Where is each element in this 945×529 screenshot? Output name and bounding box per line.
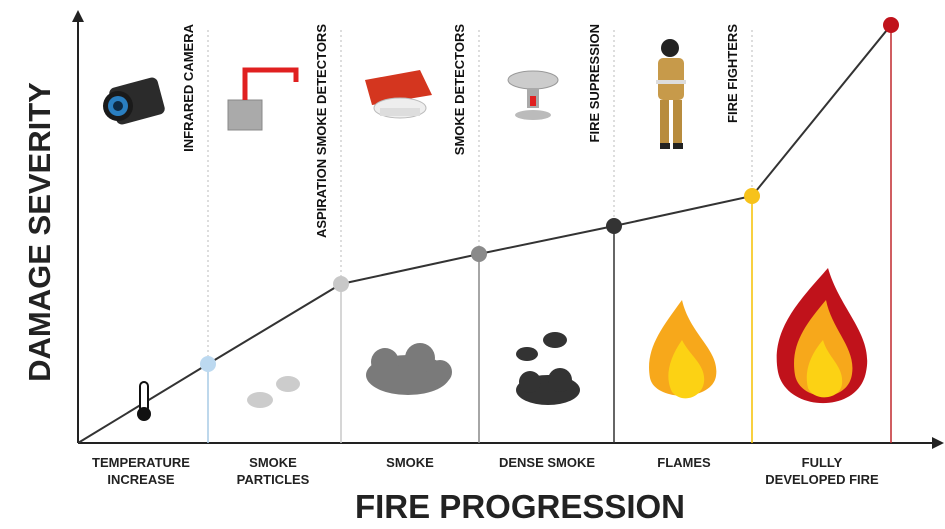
drop-lines <box>207 25 892 443</box>
labels: TEMPERATURE INCREASE SMOKE PARTICLES SMOKE DE… <box>92 23 879 487</box>
thermometer-icon <box>137 381 151 421</box>
sprinkler-icon <box>507 70 559 120</box>
infrared-camera-icon <box>103 77 165 125</box>
point <box>471 246 487 262</box>
severity-line <box>77 24 892 444</box>
detector-label: ASPIRATION SMOKE DETECTORS <box>314 24 329 238</box>
stage-label: FLAMES <box>657 455 711 470</box>
stage-label: SMOKE <box>386 455 434 470</box>
point <box>744 188 760 204</box>
detector-label: SMOKE DETECTORS <box>452 24 467 156</box>
point <box>200 356 216 372</box>
stage-label-line: SMOKE <box>386 455 434 470</box>
stage-label-line: INCREASE <box>107 472 175 487</box>
stage-label: DENSE SMOKE <box>499 455 595 470</box>
firefighter-icon <box>656 39 686 149</box>
stage-label-line: SMOKE <box>249 455 297 470</box>
smoke-icon <box>366 343 452 395</box>
detector-label: FIRE FIGHTERS <box>725 24 740 123</box>
stage-label-line: PARTICLES <box>237 472 310 487</box>
point <box>333 276 349 292</box>
stage-label: TEMPERATURE INCREASE <box>92 455 190 487</box>
y-axis-label: DAMAGE SEVERITY <box>22 82 57 382</box>
stage-label-line: DEVELOPED FIRE <box>765 472 879 487</box>
detector-label: INFRARED CAMERA <box>181 23 196 151</box>
dividers <box>207 30 753 356</box>
stage-label: FULLY DEVELOPED FIRE <box>765 455 879 487</box>
dense-smoke-icon <box>516 332 580 405</box>
stage-label-line: TEMPERATURE <box>92 455 190 470</box>
aspiration-detector-icon <box>227 67 299 131</box>
x-axis-arrow <box>932 437 944 449</box>
stage-label-line: DENSE SMOKE <box>499 455 595 470</box>
detector-label: FIRE SUPRESSION <box>587 24 602 142</box>
stage-label-line: FLAMES <box>657 455 711 470</box>
stage-label: SMOKE PARTICLES <box>237 455 310 487</box>
x-axis-label: FIRE PROGRESSION <box>355 488 685 525</box>
flames-icon <box>649 300 717 399</box>
fully-developed-fire-icon <box>776 268 868 404</box>
smoke-particles-icon <box>247 376 300 408</box>
smoke-detector-icon <box>365 70 432 119</box>
point <box>606 218 622 234</box>
point <box>883 17 899 33</box>
stage-label-line: FULLY <box>802 455 843 470</box>
y-axis-arrow <box>72 10 84 22</box>
